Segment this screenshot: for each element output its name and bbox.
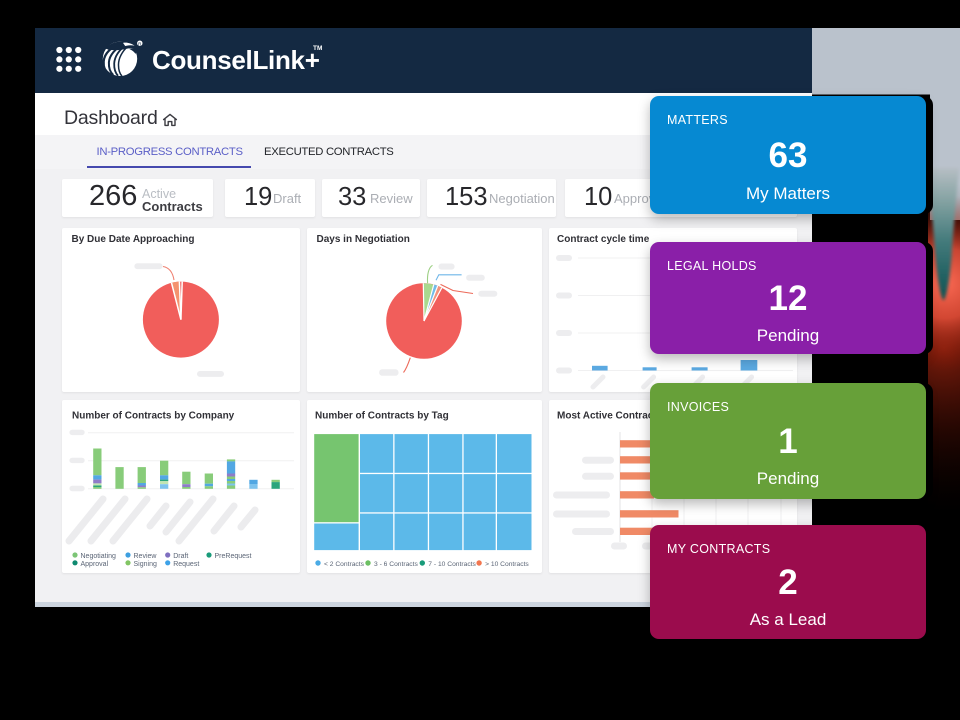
svg-text:> 10 Contracts: > 10 Contracts bbox=[485, 561, 529, 568]
svg-text:Signing: Signing bbox=[133, 561, 156, 568]
svg-text:3 - 6 Contracts: 3 - 6 Contracts bbox=[374, 561, 419, 568]
svg-text:CounselLink+: CounselLink+ bbox=[152, 45, 320, 75]
svg-text:Contract cycle time: Contract cycle time bbox=[557, 234, 650, 245]
svg-text:Number of Contracts by Tag: Number of Contracts by Tag bbox=[315, 411, 449, 422]
svg-text:Review: Review bbox=[133, 553, 157, 560]
svg-text:Request: Request bbox=[173, 561, 199, 568]
svg-text:Approval: Approval bbox=[80, 561, 108, 568]
svg-text:Days in Negotiation: Days in Negotiation bbox=[317, 234, 410, 245]
svg-text:TM: TM bbox=[313, 45, 322, 52]
svg-text:7 - 10 Contracts: 7 - 10 Contracts bbox=[428, 561, 476, 568]
svg-text:Most Active Contracts: Most Active Contracts bbox=[557, 411, 663, 422]
svg-text:< 2 Contracts: < 2 Contracts bbox=[324, 561, 365, 568]
svg-text:By Due Date Approaching: By Due Date Approaching bbox=[71, 234, 194, 245]
svg-text:PreRequest: PreRequest bbox=[214, 553, 251, 560]
svg-text:Draft: Draft bbox=[173, 553, 188, 560]
svg-text:R: R bbox=[138, 41, 142, 46]
svg-text:Number of Contracts by Company: Number of Contracts by Company bbox=[72, 411, 235, 422]
svg-text:Negotiating: Negotiating bbox=[80, 553, 116, 560]
